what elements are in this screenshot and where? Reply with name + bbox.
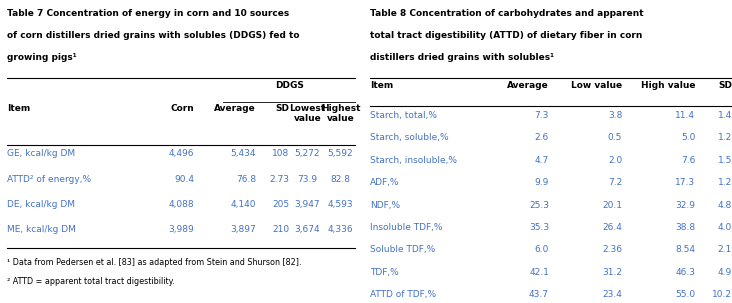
Text: Starch, insoluble,%: Starch, insoluble,% <box>370 156 457 165</box>
Text: 3.8: 3.8 <box>608 111 622 120</box>
Text: Average: Average <box>507 81 549 90</box>
Text: 205: 205 <box>272 200 289 209</box>
Text: Table 8 Concentration of carbohydrates and apparent: Table 8 Concentration of carbohydrates a… <box>370 9 643 18</box>
Text: Insoluble TDF,%: Insoluble TDF,% <box>370 223 442 232</box>
Text: 9.9: 9.9 <box>534 178 549 187</box>
Text: Corn: Corn <box>171 104 194 113</box>
Text: 108: 108 <box>272 149 289 158</box>
Text: ME, kcal/kg DM: ME, kcal/kg DM <box>7 225 76 234</box>
Text: SD: SD <box>718 81 732 90</box>
Text: Item: Item <box>7 104 31 113</box>
Text: 23.4: 23.4 <box>602 290 622 299</box>
Text: DE, kcal/kg DM: DE, kcal/kg DM <box>7 200 75 209</box>
Text: 4,496: 4,496 <box>168 149 194 158</box>
Text: 1.2: 1.2 <box>718 133 732 142</box>
Text: Item: Item <box>370 81 393 90</box>
Text: 25.3: 25.3 <box>529 201 549 210</box>
Text: 4.9: 4.9 <box>718 268 732 277</box>
Text: 20.1: 20.1 <box>602 201 622 210</box>
Text: Soluble TDF,%: Soluble TDF,% <box>370 245 435 255</box>
Text: DDGS: DDGS <box>274 81 304 90</box>
Text: 210: 210 <box>272 225 289 234</box>
Text: 4,593: 4,593 <box>327 200 354 209</box>
Text: distillers dried grains with solubles¹: distillers dried grains with solubles¹ <box>370 53 553 62</box>
Text: 2.36: 2.36 <box>602 245 622 255</box>
Text: 2.1: 2.1 <box>718 245 732 255</box>
Text: Starch, total,%: Starch, total,% <box>370 111 437 120</box>
Text: 5,592: 5,592 <box>327 149 354 158</box>
Text: 1.4: 1.4 <box>718 111 732 120</box>
Text: 11.4: 11.4 <box>676 111 695 120</box>
Text: 35.3: 35.3 <box>529 223 549 232</box>
Text: 4.8: 4.8 <box>718 201 732 210</box>
Text: Highest
value: Highest value <box>321 104 360 123</box>
Text: 76.8: 76.8 <box>236 175 256 184</box>
Text: 1.2: 1.2 <box>718 178 732 187</box>
Text: 4,088: 4,088 <box>168 200 194 209</box>
Text: 17.3: 17.3 <box>676 178 695 187</box>
Text: 1.5: 1.5 <box>717 156 732 165</box>
Text: 82.8: 82.8 <box>330 175 351 184</box>
Text: ATTD of TDF,%: ATTD of TDF,% <box>370 290 436 299</box>
Text: 38.8: 38.8 <box>676 223 695 232</box>
Text: of corn distillers dried grains with solubles (DDGS) fed to: of corn distillers dried grains with sol… <box>7 31 300 40</box>
Text: NDF,%: NDF,% <box>370 201 400 210</box>
Text: 31.2: 31.2 <box>602 268 622 277</box>
Text: Low value: Low value <box>571 81 622 90</box>
Text: 2.6: 2.6 <box>535 133 549 142</box>
Text: 0.5: 0.5 <box>608 133 622 142</box>
Text: 5,272: 5,272 <box>295 149 320 158</box>
Text: 2.73: 2.73 <box>269 175 289 184</box>
Text: TDF,%: TDF,% <box>370 268 398 277</box>
Text: Average: Average <box>214 104 256 113</box>
Text: 90.4: 90.4 <box>174 175 194 184</box>
Text: ¹ Data from Pedersen et al. [83] as adapted from Stein and Shurson [82].: ¹ Data from Pedersen et al. [83] as adap… <box>7 258 302 267</box>
Text: Table 7 Concentration of energy in corn and 10 sources: Table 7 Concentration of energy in corn … <box>7 9 290 18</box>
Text: 3,989: 3,989 <box>168 225 194 234</box>
Text: 55.0: 55.0 <box>676 290 695 299</box>
Text: 26.4: 26.4 <box>602 223 622 232</box>
Text: 4.0: 4.0 <box>718 223 732 232</box>
Text: total tract digestibility (ATTD) of dietary fiber in corn: total tract digestibility (ATTD) of diet… <box>370 31 642 40</box>
Text: ² ATTD = apparent total tract digestibility.: ² ATTD = apparent total tract digestibil… <box>7 277 175 286</box>
Text: 4.7: 4.7 <box>535 156 549 165</box>
Text: 2.0: 2.0 <box>608 156 622 165</box>
Text: 32.9: 32.9 <box>676 201 695 210</box>
Text: 3,947: 3,947 <box>294 200 321 209</box>
Text: 6.0: 6.0 <box>534 245 549 255</box>
Text: 42.1: 42.1 <box>529 268 549 277</box>
Text: 46.3: 46.3 <box>676 268 695 277</box>
Text: 7.6: 7.6 <box>681 156 695 165</box>
Text: High value: High value <box>641 81 695 90</box>
Text: 5.0: 5.0 <box>681 133 695 142</box>
Text: 5,434: 5,434 <box>231 149 256 158</box>
Text: 43.7: 43.7 <box>529 290 549 299</box>
Text: 10.2: 10.2 <box>712 290 732 299</box>
Text: 3,897: 3,897 <box>231 225 256 234</box>
Text: 8.54: 8.54 <box>676 245 695 255</box>
Text: 4,336: 4,336 <box>327 225 354 234</box>
Text: growing pigs¹: growing pigs¹ <box>7 53 77 62</box>
Text: ATTD² of energy,%: ATTD² of energy,% <box>7 175 92 184</box>
Text: GE, kcal/kg DM: GE, kcal/kg DM <box>7 149 75 158</box>
Text: Starch, soluble,%: Starch, soluble,% <box>370 133 448 142</box>
Text: 7.2: 7.2 <box>608 178 622 187</box>
Text: 7.3: 7.3 <box>534 111 549 120</box>
Text: 3,674: 3,674 <box>294 225 321 234</box>
Text: 4,140: 4,140 <box>231 200 256 209</box>
Text: 73.9: 73.9 <box>297 175 318 184</box>
Text: Lowest
value: Lowest value <box>289 104 326 123</box>
Text: ADF,%: ADF,% <box>370 178 399 187</box>
Text: SD: SD <box>275 104 289 113</box>
